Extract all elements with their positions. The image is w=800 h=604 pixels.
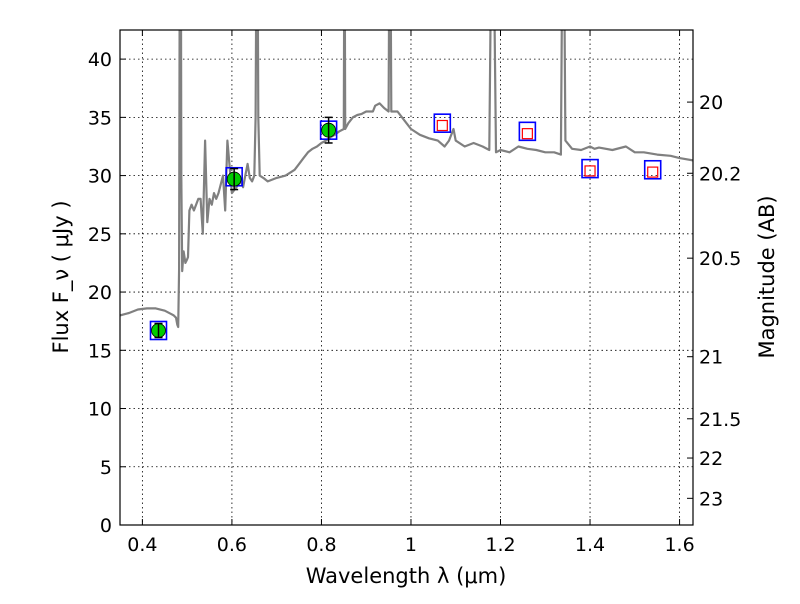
x-tick-label: 1 <box>405 534 417 556</box>
tick-layer: 0.4 0.6 0.8 1 1.2 1.4 1.6 0 5 10 15 20 25 30 35 40 20 20.… <box>88 30 741 556</box>
y-tick-label: 5 <box>100 457 112 479</box>
right-tick-label: 20 <box>699 92 723 114</box>
model-photometry-square <box>149 320 168 341</box>
y-axis-title: Flux F_ν ( μJy ) <box>49 200 74 353</box>
grid-lines <box>120 30 693 526</box>
right-axis-title: Magnitude (AB) <box>755 195 779 358</box>
model-photometry-red-square <box>584 165 596 177</box>
x-tick-label: 0.8 <box>306 534 336 556</box>
model-photometry-red-square <box>436 119 448 132</box>
x-tick-label: 0.4 <box>127 534 157 556</box>
plot-frame <box>119 29 694 526</box>
model-spectrum-line <box>120 30 693 329</box>
x-tick-label: 0.6 <box>217 534 247 556</box>
right-tick-label: 23 <box>699 488 723 510</box>
model-photometry-red-square <box>647 166 659 178</box>
x-tick-label: 1.2 <box>485 534 515 556</box>
x-tick-label: 1.6 <box>664 534 694 556</box>
model-photometry-square <box>643 159 662 180</box>
x-tick-label: 1.4 <box>575 534 605 556</box>
right-tick-label: 22 <box>699 448 723 470</box>
right-tick-label: 21 <box>699 347 723 369</box>
y-tick-label: 10 <box>88 399 112 421</box>
y-tick-label: 15 <box>88 340 112 362</box>
y-tick-label: 0 <box>100 515 112 537</box>
right-tick-label: 20.5 <box>699 248 741 270</box>
marker-layer <box>149 113 662 341</box>
y-tick-label: 35 <box>88 107 112 129</box>
model-photometry-square <box>581 158 599 179</box>
y-tick-label: 30 <box>88 166 112 188</box>
right-tick-label: 20.2 <box>699 163 741 185</box>
model-photometry-square <box>518 121 537 142</box>
model-photometry-red-square <box>521 128 533 140</box>
model-photometry-square <box>433 113 452 133</box>
y-tick-label: 40 <box>88 49 112 71</box>
series-layer <box>120 30 693 329</box>
y-tick-label: 20 <box>88 282 112 304</box>
right-tick-label: 21.5 <box>699 409 741 431</box>
y-tick-label: 25 <box>88 224 112 246</box>
x-axis-title: Wavelength λ (μm) <box>306 564 507 588</box>
